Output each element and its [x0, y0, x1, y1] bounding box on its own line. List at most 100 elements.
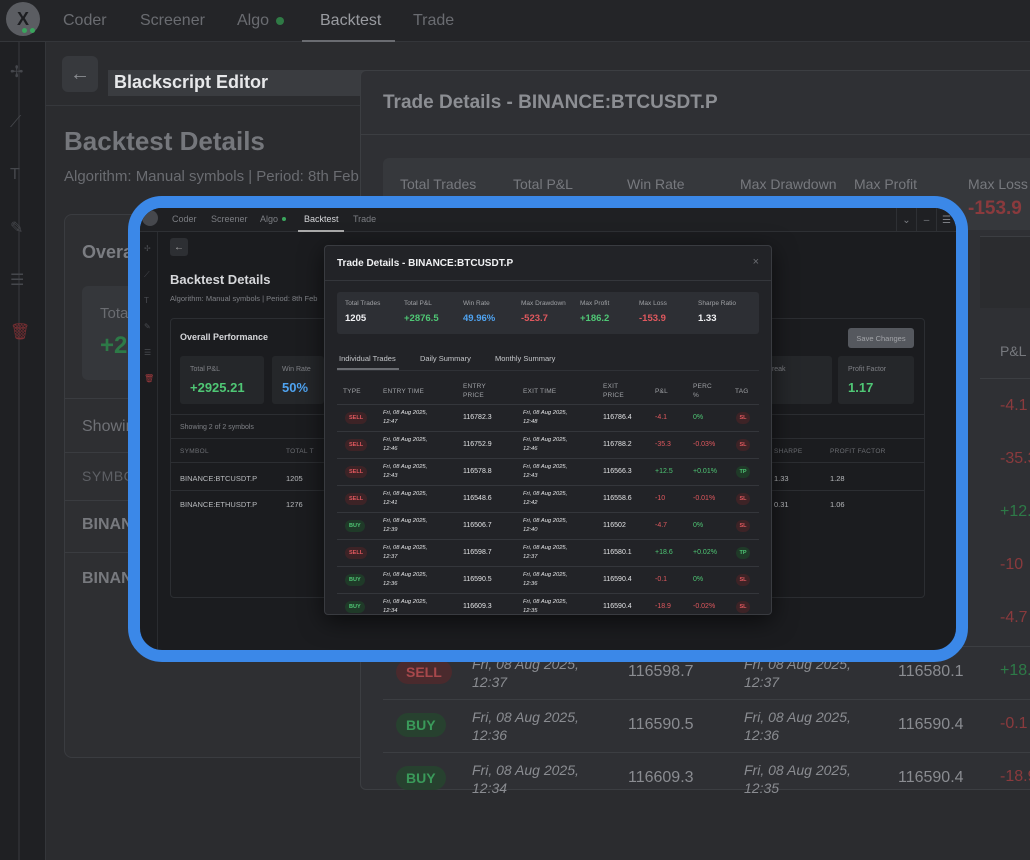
highlight-frame: Coder Screener Algo Backtest Trade ⌄ – ☰…	[128, 196, 968, 662]
col-type: TYPE	[343, 388, 361, 395]
column-header: PROFIT FACTOR	[830, 448, 886, 455]
trade-row[interactable]: BUY Fri, 08 Aug 2025, 12:34 116609.3 Fri, 08…	[337, 593, 759, 614]
menu-icon[interactable]: ☰	[936, 208, 956, 232]
bg-performance-title: Overa	[82, 242, 134, 262]
symbol-cell[interactable]: BINANCE:BTCUSDT.P	[180, 474, 258, 483]
bg-algo-status-dot	[276, 17, 284, 25]
bg-back-button[interactable]: ←	[62, 56, 98, 92]
trade-row[interactable]: SELL Fri, 08 Aug 2025, 12:46 116752.9 Fri, 0…	[337, 431, 759, 458]
trade-row[interactable]: BUY Fri, 08 Aug 2025, 12:36 116590.5 Fri, 08…	[337, 566, 759, 593]
summary-label: Sharpe Ratio	[698, 300, 736, 307]
exit-time-cell: Fri, 08 Aug 2025, 12:42	[523, 491, 568, 506]
bg-trendline-icon[interactable]: ⟋	[10, 114, 22, 131]
bg-stat-value: +2	[100, 332, 128, 359]
col-exit-price: EXIT PRICE	[603, 383, 624, 399]
bg-tab-algo[interactable]: Algo	[237, 12, 270, 29]
pnl-cell: +18.6	[655, 549, 673, 556]
trash-icon[interactable]: 🗑	[144, 374, 155, 383]
summary-value: -523.7	[521, 313, 548, 324]
stat-card-streak	[760, 356, 832, 404]
exit-price-cell: 116590.4	[603, 603, 632, 610]
trade-row[interactable]: SELL Fri, 08 Aug 2025, 12:47 116782.3 Fri, 0…	[337, 404, 759, 431]
trade-row[interactable]: SELL Fri, 08 Aug 2025, 12:37 116598.7 Fri, 0…	[337, 539, 759, 566]
back-button[interactable]: ←	[170, 238, 188, 256]
save-changes-button[interactable]: Save Changes	[848, 328, 914, 348]
trade-row[interactable]: SELL Fri, 08 Aug 2025, 12:41 116548.6 Fri, 0…	[337, 485, 759, 512]
bg-trade-row[interactable]	[383, 699, 1030, 751]
tag-badge: SL	[736, 520, 750, 532]
type-badge: BUY	[345, 574, 365, 586]
stat-card-pnl	[180, 356, 264, 404]
tab-monthly-summary[interactable]: Monthly Summary	[495, 354, 556, 363]
trendline-icon[interactable]: ⟋	[144, 270, 150, 279]
bg-text-tool-icon[interactable]: T	[10, 166, 20, 183]
bg-cross-tool-icon[interactable]: ✢	[10, 64, 24, 81]
dropdown-chevron-icon[interactable]: ⌄	[896, 208, 916, 232]
pencil-icon[interactable]: ✎	[144, 322, 151, 331]
pnl-cell: +12.5	[655, 468, 673, 475]
exit-price-cell: 116502	[603, 522, 626, 529]
entry-time-cell: Fri, 08 Aug 2025, 12:41	[383, 491, 428, 506]
perc-cell: 0%	[693, 522, 704, 529]
active-tab-indicator	[298, 230, 344, 232]
type-badge: SELL	[345, 493, 368, 505]
bg-pnl-divider	[980, 378, 1030, 379]
minimize-icon[interactable]: –	[916, 208, 936, 232]
tab-backtest[interactable]: Backtest	[304, 214, 339, 224]
trades-cell: 1205	[286, 474, 303, 483]
list-icon[interactable]: ☰	[144, 348, 152, 357]
perc-cell: -0.03%	[693, 441, 716, 448]
close-icon[interactable]: ×	[752, 256, 759, 268]
tab-daily-summary[interactable]: Daily Summary	[420, 354, 471, 363]
app-logo[interactable]	[142, 210, 158, 226]
bg-summary-label: Max Drawdown	[740, 176, 837, 192]
tab-algo[interactable]: Algo	[260, 214, 279, 224]
summary-value: -153.9	[639, 313, 666, 324]
pnl-cell: -10	[655, 495, 666, 502]
bg-showing-count: Showin	[82, 418, 135, 435]
bg-tab-trade[interactable]: Trade	[413, 12, 455, 29]
bg-pnl-cell: -0.1	[1000, 715, 1028, 732]
bg-tab-coder[interactable]: Coder	[63, 12, 107, 29]
entry-time-cell: Fri, 08 Aug 2025, 12:36	[383, 572, 428, 587]
bg-tab-backtest[interactable]: Backtest	[320, 12, 382, 29]
tab-screener[interactable]: Screener	[211, 214, 248, 224]
trade-row[interactable]: BUY Fri, 08 Aug 2025, 12:39 116506.7 Fri, 08…	[337, 512, 759, 539]
summary-panel	[337, 292, 759, 334]
bg-page-title: Backtest Details	[64, 126, 265, 156]
tab-individual-trades[interactable]: Individual Trades	[339, 354, 396, 363]
tab-coder[interactable]: Coder	[172, 214, 197, 224]
entry-price-cell: 116548.6	[463, 495, 492, 502]
tab-trade[interactable]: Trade	[353, 214, 377, 224]
type-badge: BUY	[345, 601, 365, 613]
bg-symbol-row[interactable]: BINAN	[82, 570, 133, 587]
bg-type-badge: BUY	[396, 766, 446, 790]
perc-cell: +0.02%	[693, 549, 717, 556]
exit-price-cell: 116580.1	[603, 549, 632, 556]
tag-badge: TP	[736, 466, 750, 478]
type-badge: SELL	[345, 466, 368, 478]
bg-tab-screener[interactable]: Screener	[140, 12, 205, 29]
bg-pencil-icon[interactable]: ✎	[10, 220, 24, 237]
summary-label: Max Profit	[580, 300, 610, 307]
text-tool-icon[interactable]: T	[144, 296, 149, 305]
bg-logo-dots	[22, 28, 38, 36]
modal-divider	[325, 280, 771, 281]
stat-card-winrate	[272, 356, 324, 404]
bg-trash-icon[interactable]: 🗑	[10, 324, 31, 341]
bg-pnl-cell: -4.1	[1000, 397, 1028, 414]
cross-tool-icon[interactable]: ✢	[144, 244, 151, 253]
bg-exit-time: Fri, 08 Aug 2025, 12:36	[744, 709, 851, 743]
symbol-cell[interactable]: BINANCE:ETHUSDT.P	[180, 500, 258, 509]
window-controls: ⌄ – ☰	[896, 208, 956, 232]
trade-row[interactable]: SELL Fri, 08 Aug 2025, 12:43 116578.8 Fri, 0…	[337, 458, 759, 485]
summary-label: Max Loss	[639, 300, 667, 307]
bg-trade-row[interactable]	[383, 752, 1030, 804]
bg-symbol-row[interactable]: BINAN	[82, 516, 133, 533]
tag-badge: SL	[736, 601, 750, 613]
exit-time-cell: Fri, 08 Aug 2025, 12:48	[523, 410, 568, 425]
bg-list-icon[interactable]: ☰	[10, 272, 25, 289]
entry-price-cell: 116506.7	[463, 522, 492, 529]
bg-exit-price: 116590.4	[898, 769, 964, 786]
pnl-cell: -18.9	[655, 603, 671, 610]
